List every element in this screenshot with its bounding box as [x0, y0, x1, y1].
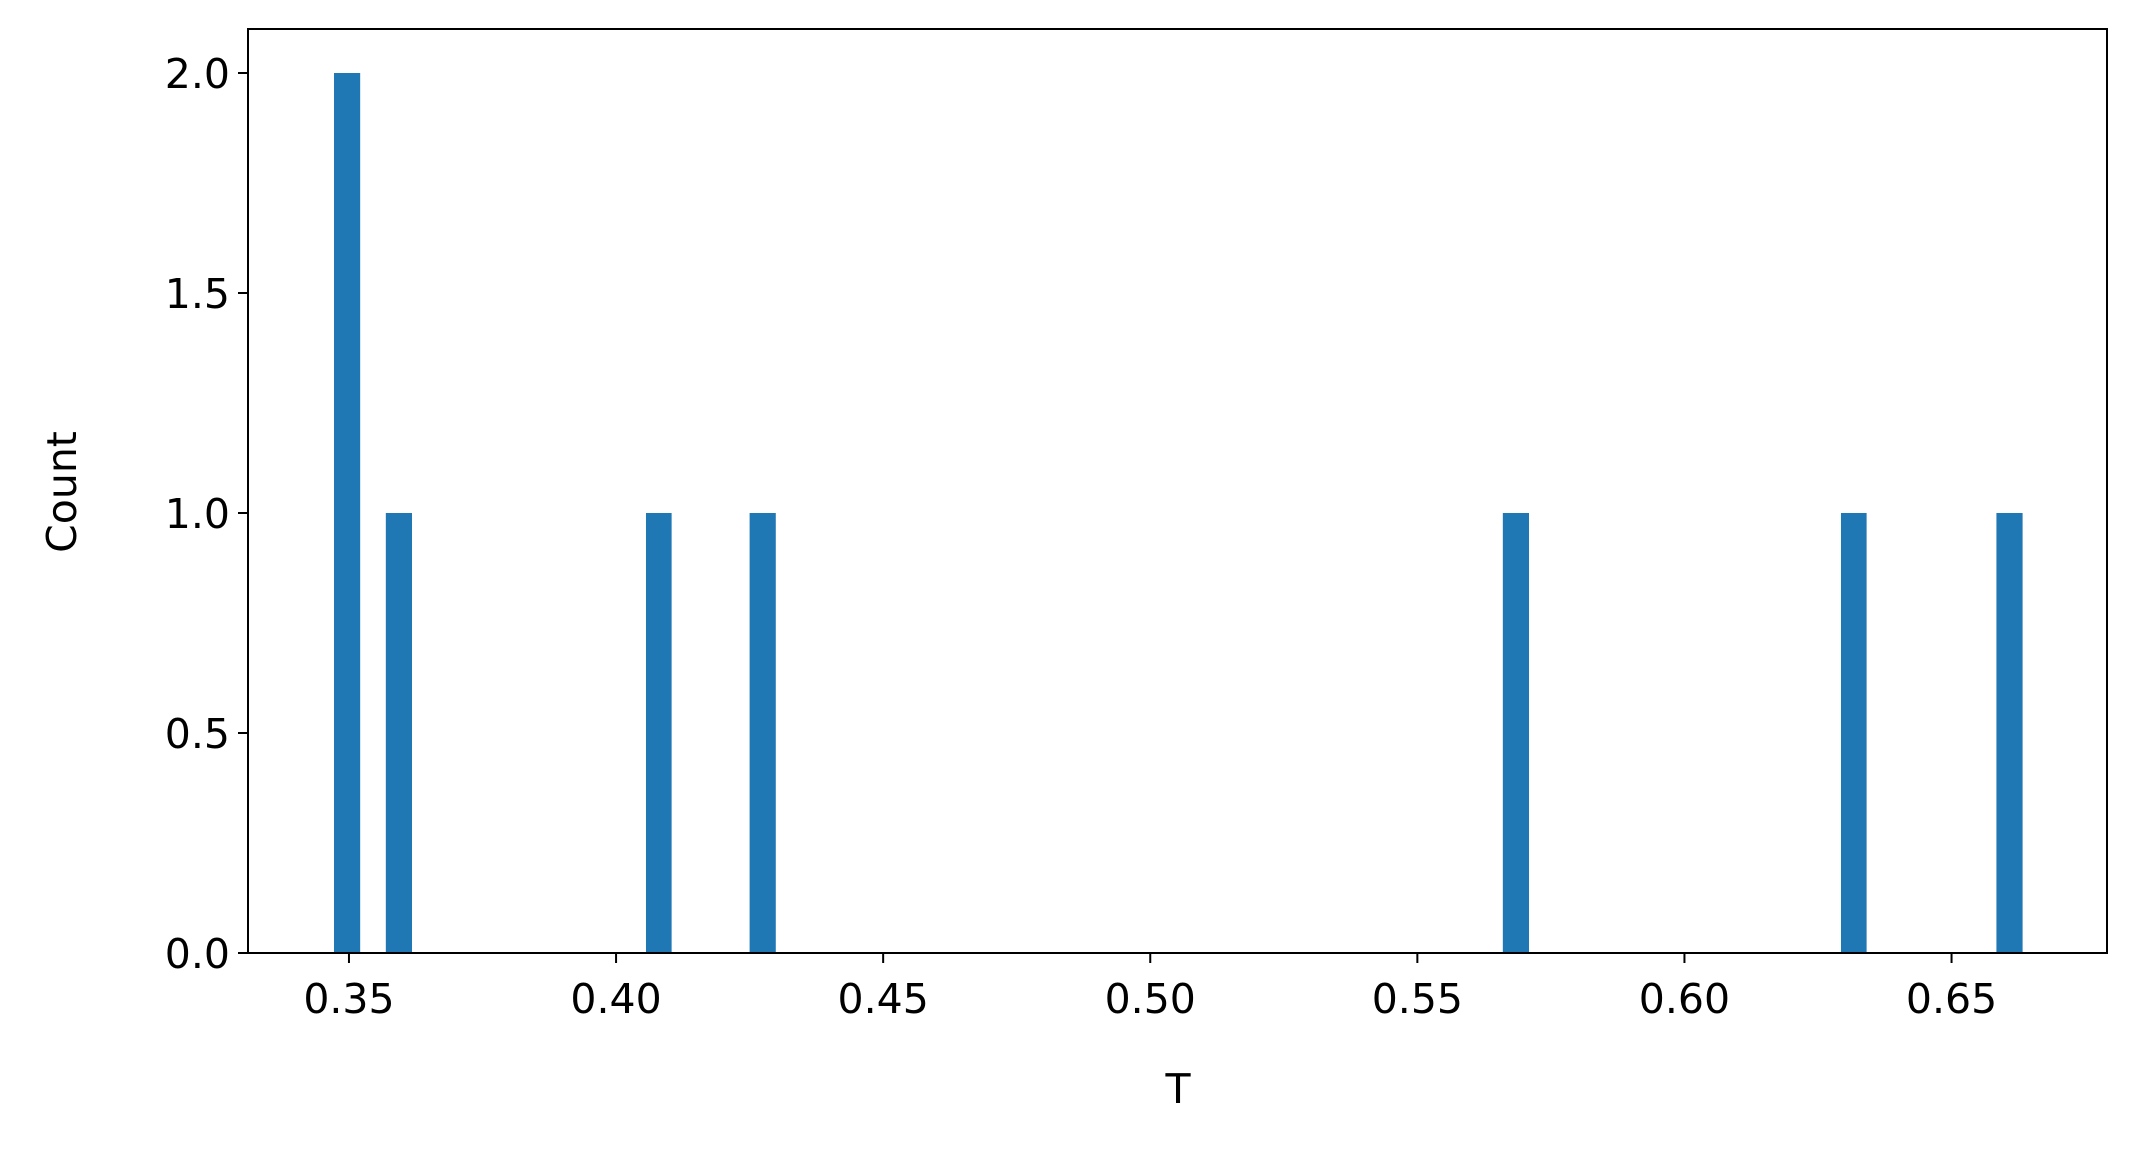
x-tick-label: 0.45 — [838, 975, 929, 1023]
bar — [1996, 513, 2023, 953]
x-tick-label: 0.65 — [1906, 975, 1997, 1023]
plot-frame — [247, 28, 2108, 954]
x-tick-label: 0.35 — [303, 975, 394, 1023]
x-tick-label: 0.40 — [570, 975, 661, 1023]
y-tick-label: 0.5 — [165, 710, 230, 758]
bar — [1502, 513, 1530, 953]
x-axis-label: T — [1164, 1065, 1191, 1113]
bar — [334, 73, 361, 953]
x-tick-label: 0.50 — [1105, 975, 1196, 1023]
x-tick-label: 0.55 — [1372, 975, 1463, 1023]
bar — [645, 513, 672, 953]
y-axis-label: Count — [38, 431, 86, 553]
y-tick-label: 0.0 — [165, 930, 230, 978]
bar — [1840, 513, 1867, 953]
x-tick-label: 0.60 — [1639, 975, 1730, 1023]
y-tick-label: 1.5 — [165, 270, 230, 318]
y-tick-label: 1.0 — [165, 490, 230, 538]
y-tick-label: 2.0 — [165, 50, 230, 98]
bar — [385, 513, 412, 953]
bar — [749, 513, 776, 953]
